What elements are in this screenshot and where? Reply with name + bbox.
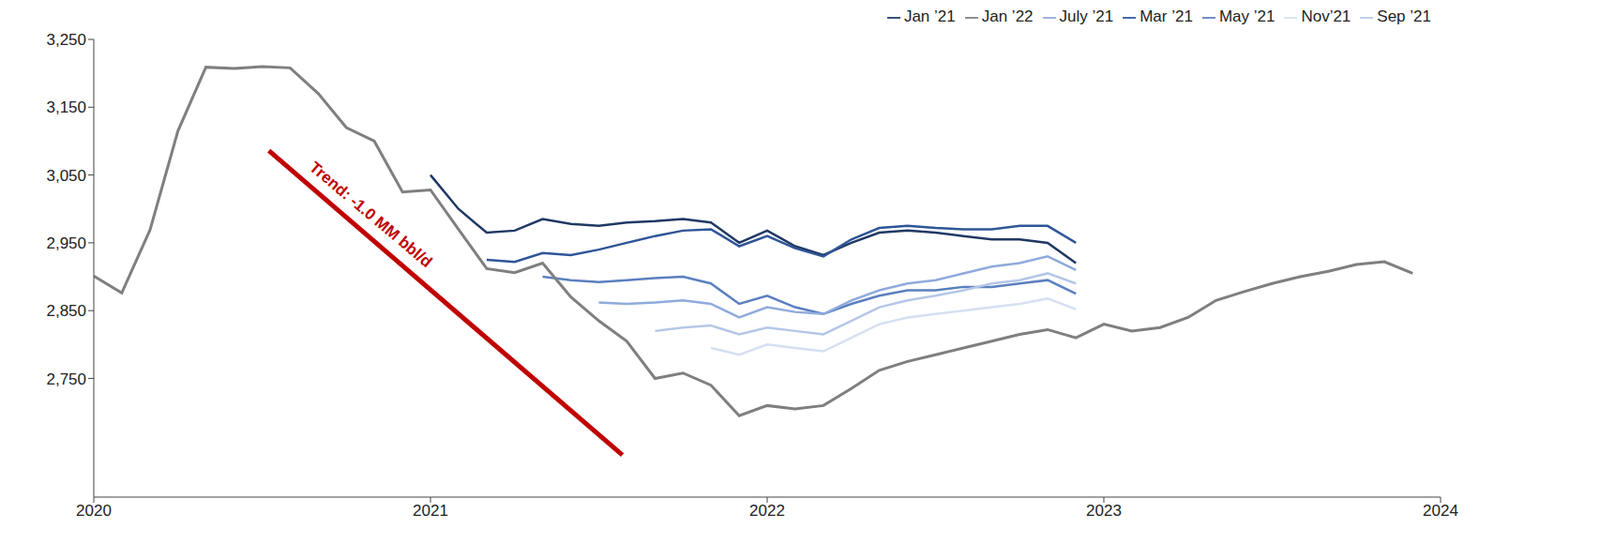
svg-text:3,050: 3,050	[45, 166, 87, 185]
svg-text:Trend: -1.0 MM bbl/d: Trend: -1.0 MM bbl/d	[305, 158, 436, 272]
svg-text:2024: 2024	[1422, 501, 1459, 520]
svg-text:2023: 2023	[1086, 501, 1122, 520]
html-text:Jan ’21: Jan ’21	[904, 7, 956, 26]
html-text:Mar ’21: Mar ’21	[1139, 7, 1193, 26]
html-text:May ’21: May ’21	[1219, 7, 1275, 26]
svg-text:2,950: 2,950	[45, 234, 87, 253]
svg-text:2,750: 2,750	[45, 370, 87, 389]
svg-text:2,850: 2,850	[45, 301, 87, 320]
svg-text:2020: 2020	[75, 501, 112, 520]
html-text:Jan ’22: Jan ’22	[981, 7, 1034, 26]
html-text:Nov’21: Nov’21	[1301, 7, 1351, 26]
html-text:Sep ’21: Sep ’21	[1377, 7, 1432, 26]
svg-text:3,150: 3,150	[45, 98, 87, 117]
svg-text:2021: 2021	[412, 501, 449, 520]
svg-text:3,250: 3,250	[45, 30, 87, 49]
svg-text:2022: 2022	[749, 501, 785, 520]
html-text:July ’21: July ’21	[1059, 7, 1114, 26]
